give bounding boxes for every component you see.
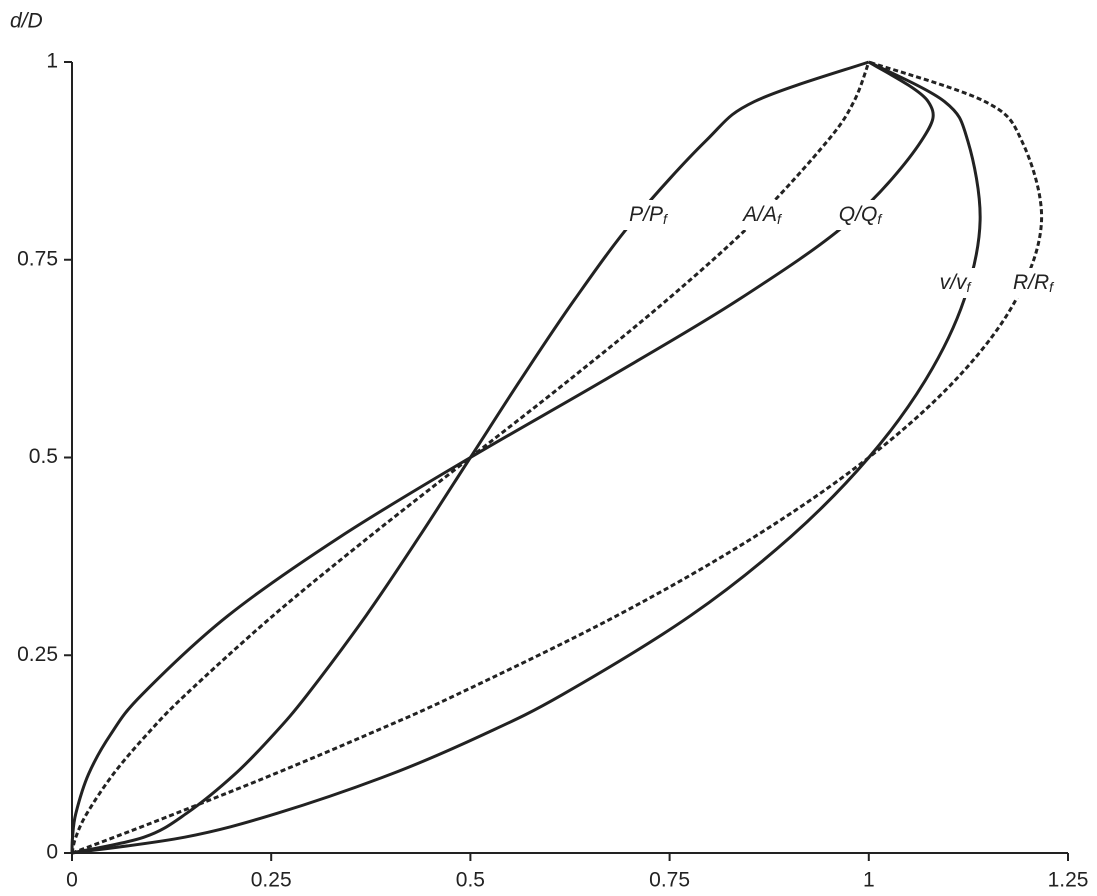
x-tick-label: 0.25	[251, 869, 292, 892]
y-tick-label: 0.5	[29, 445, 58, 468]
y-tick-label: 0	[46, 841, 58, 864]
curve-label: Q/Qf	[839, 203, 884, 227]
curve	[70, 60, 935, 854]
curve-label: P/Pf	[629, 203, 669, 227]
y-tick-label: 0.75	[17, 247, 58, 270]
label-background	[612, 200, 684, 230]
curve-label-sub: f	[877, 211, 883, 227]
curve-label: v/vf	[940, 271, 973, 295]
curve	[70, 61, 871, 854]
x-tick-label: 1	[863, 869, 875, 892]
curve-label-name: Q/Q	[839, 203, 878, 226]
curve-label-name: A/A	[741, 203, 777, 226]
x-tick-label: 0	[66, 869, 78, 892]
label-background	[726, 200, 798, 230]
curve-label-sub: f	[1049, 279, 1055, 295]
x-tick-label: 1.25	[1048, 869, 1089, 892]
curve-label-name: v/v	[940, 271, 968, 294]
curve	[71, 60, 870, 855]
x-tick-label: 0.75	[649, 869, 690, 892]
curve-label-sub: f	[966, 279, 972, 295]
label-background	[919, 268, 991, 298]
curve	[71, 60, 982, 855]
curve-label: R/Rf	[1013, 271, 1055, 295]
label-background	[997, 268, 1069, 298]
y-axis-label: d/D	[10, 10, 43, 33]
y-tick-label: 1	[46, 50, 58, 73]
curve-label-name: R/R	[1013, 271, 1049, 294]
curve-label: A/Af	[741, 203, 783, 227]
y-tick-label: 0.25	[17, 643, 58, 666]
curve-label-sub: f	[777, 211, 783, 227]
label-background	[824, 200, 896, 230]
curve	[71, 60, 1044, 855]
x-tick-label: 0.5	[456, 869, 485, 892]
curve-label-sub: f	[663, 211, 669, 227]
curve-label-name: P/P	[629, 203, 663, 226]
